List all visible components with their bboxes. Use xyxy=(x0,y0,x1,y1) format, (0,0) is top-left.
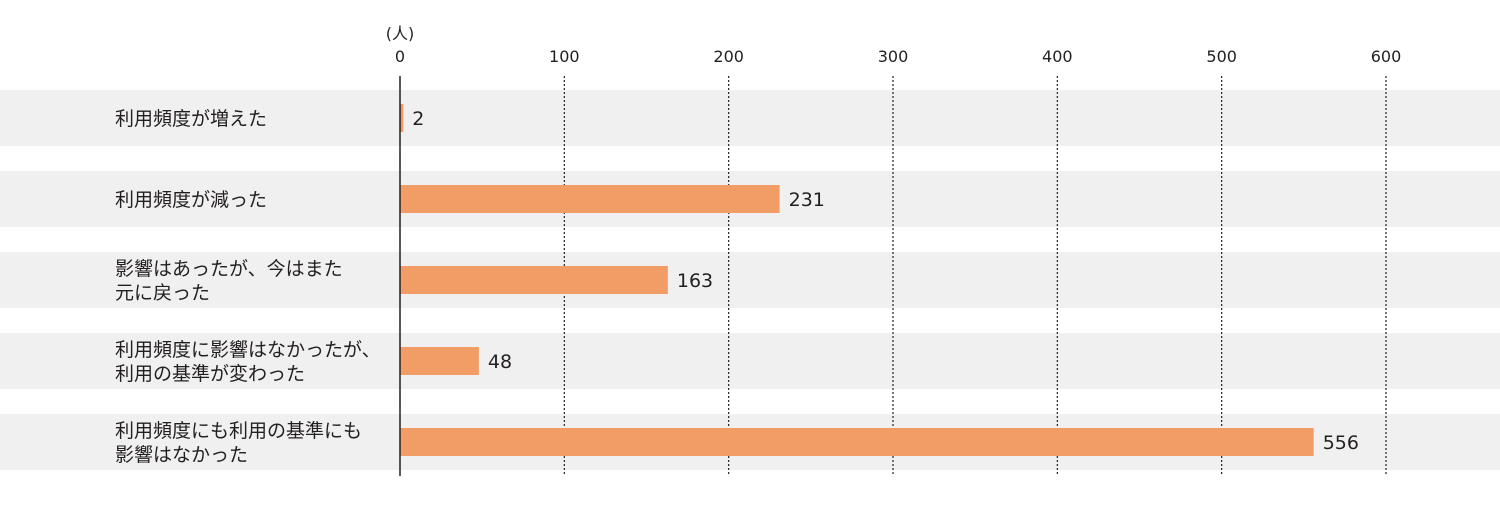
x-tick-label: 300 xyxy=(878,47,909,66)
bar xyxy=(400,266,668,294)
category-label: 利用頻度が増えた xyxy=(115,108,267,130)
category-label-line: 利用頻度にも利用の基準にも xyxy=(115,420,362,442)
category-label: 利用頻度に影響はなかったが、利用の基準が変わった xyxy=(115,339,381,385)
data-label: 163 xyxy=(677,270,713,292)
row-band xyxy=(0,252,1500,308)
row-bands xyxy=(0,90,1500,470)
unit-label: (人) xyxy=(386,24,415,43)
bar xyxy=(400,428,1314,456)
bar xyxy=(400,185,780,213)
x-tick-label: 400 xyxy=(1042,47,1073,66)
category-label-line: 利用頻度に影響はなかったが、 xyxy=(115,339,381,361)
bars xyxy=(400,104,1314,456)
row-band xyxy=(0,333,1500,389)
axis: 0 100 200 300 400 500 600 xyxy=(395,47,1401,476)
row-band xyxy=(0,90,1500,146)
bar xyxy=(400,347,479,375)
category-label-line: 利用の基準が変わった xyxy=(115,363,305,385)
data-label: 2 xyxy=(412,108,424,130)
category-label-line: 利用頻度が増えた xyxy=(115,108,267,130)
gridlines xyxy=(563,76,1387,476)
category-label-line: 利用頻度が減った xyxy=(115,189,267,211)
value-labels: 2 231 163 48 556 xyxy=(412,108,1359,454)
x-tick-label: 0 xyxy=(395,47,405,66)
data-label: 48 xyxy=(488,351,512,373)
category-label-line: 影響はあったが、今はまた xyxy=(115,258,343,280)
x-tick-label: 100 xyxy=(549,47,580,66)
x-tick-label: 600 xyxy=(1371,47,1402,66)
category-label: 利用頻度が減った xyxy=(115,189,267,211)
bar xyxy=(400,104,404,132)
category-label: 影響はあったが、今はまた元に戻った xyxy=(115,258,343,304)
category-label-line: 元に戻った xyxy=(115,282,210,304)
x-tick-label: 500 xyxy=(1206,47,1237,66)
data-label: 231 xyxy=(789,189,825,211)
category-label-line: 影響はなかった xyxy=(115,444,248,466)
category-label: 利用頻度にも利用の基準にも影響はなかった xyxy=(115,420,362,466)
data-label: 556 xyxy=(1323,432,1359,454)
x-tick-label: 200 xyxy=(713,47,744,66)
category-labels: 利用頻度が増えた利用頻度が減った影響はあったが、今はまた元に戻った利用頻度に影響… xyxy=(115,108,381,466)
